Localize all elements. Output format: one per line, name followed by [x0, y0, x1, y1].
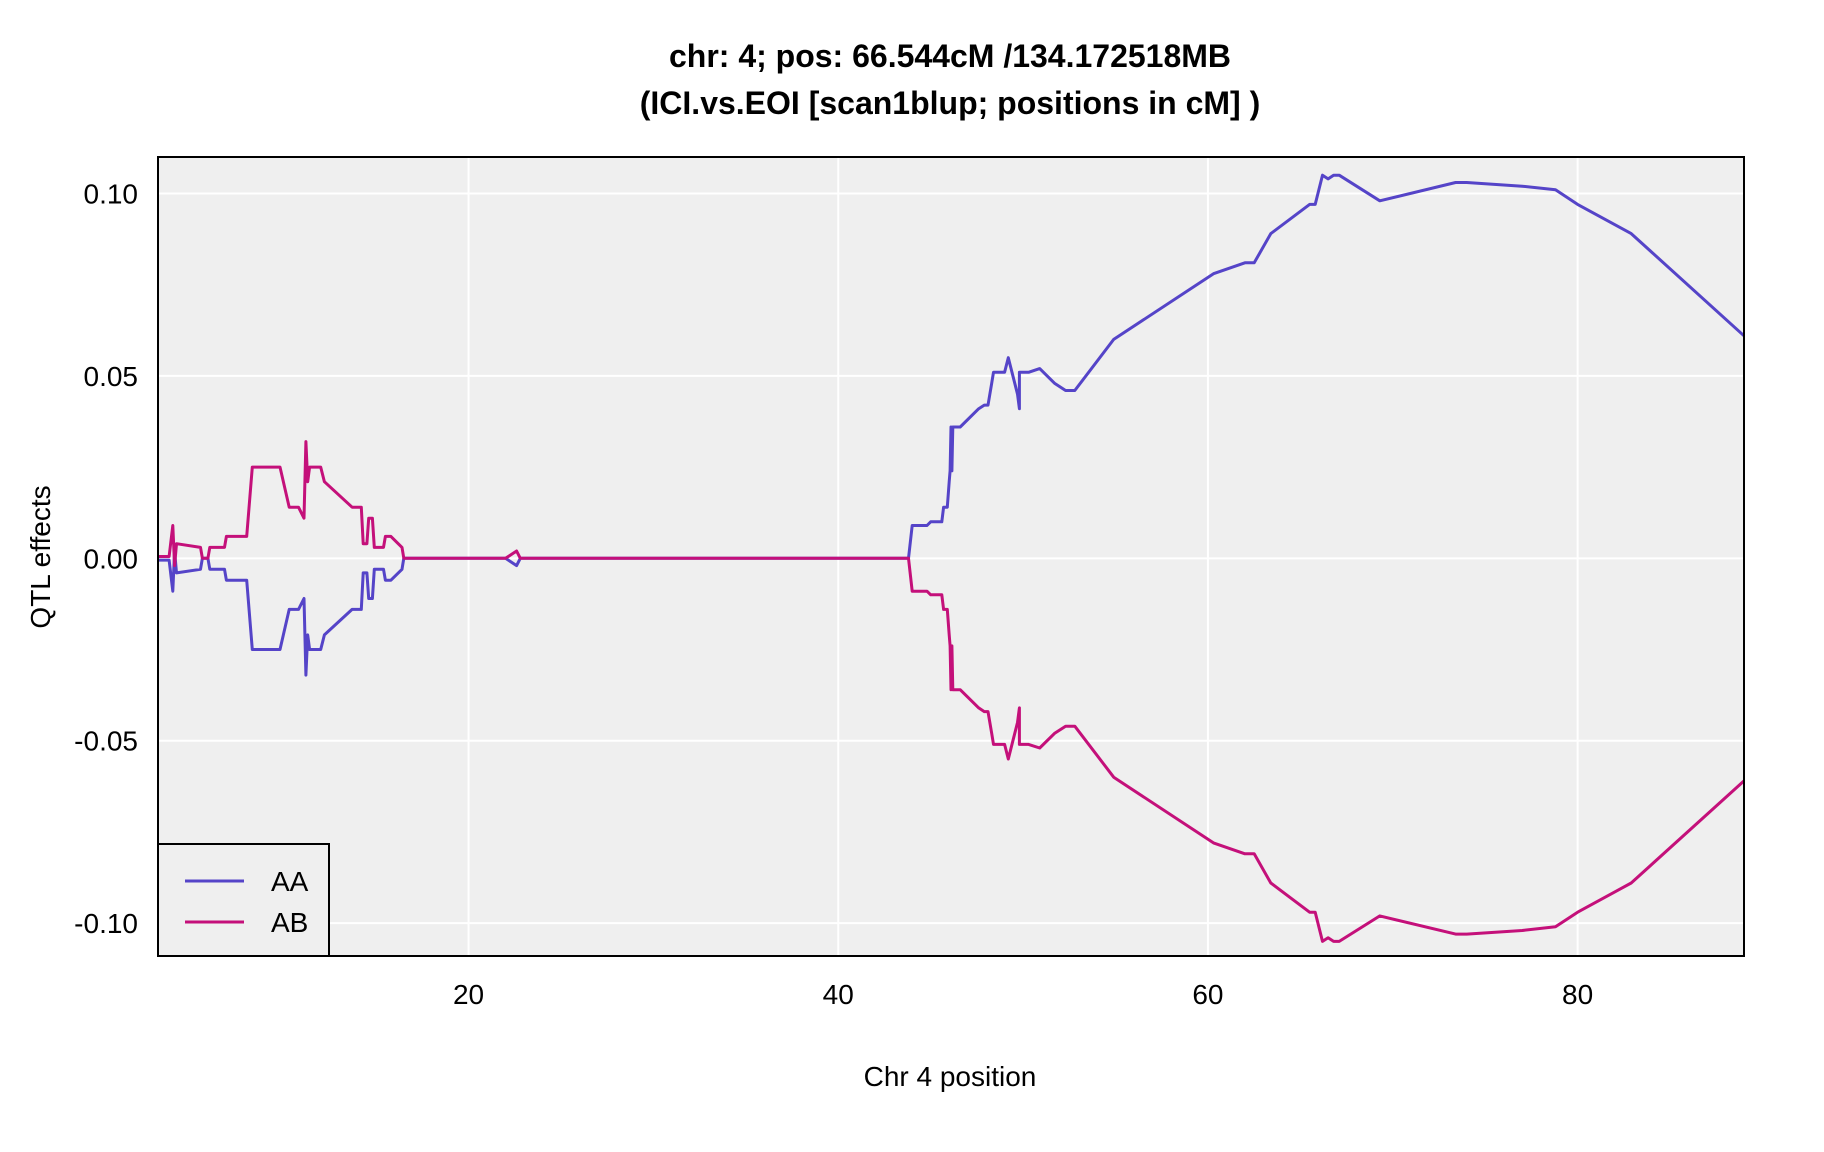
- x-tick-label: 80: [1562, 979, 1593, 1010]
- y-tick-label: 0.10: [84, 178, 139, 209]
- x-tick-label: 40: [823, 979, 854, 1010]
- x-axis-ticks: 20 40 60 80: [453, 979, 1593, 1010]
- x-tick-label: 20: [453, 979, 484, 1010]
- series-line-aa: [158, 173, 1746, 677]
- y-axis-ticks: 0.10 0.05 0.00 -0.05 -0.10: [74, 178, 138, 939]
- chart-title: chr: 4; pos: 66.544cM /134.172518MB: [669, 38, 1231, 74]
- series-layer: [158, 173, 1746, 943]
- x-tick-label: 60: [1192, 979, 1223, 1010]
- y-tick-label: 0.00: [84, 543, 139, 574]
- legend-box: [157, 843, 330, 957]
- x-axis-title: Chr 4 position: [864, 1061, 1037, 1092]
- legend-label-ab: AB: [271, 907, 308, 938]
- series-line-ab: [158, 440, 1746, 943]
- plot-frame: [157, 156, 1745, 957]
- y-tick-label: -0.05: [74, 726, 138, 757]
- chart-subtitle: (ICI.vs.EOI [scan1blup; positions in cM]…: [640, 85, 1261, 121]
- legend-label-aa: AA: [271, 866, 309, 897]
- legend: AA AB: [157, 843, 330, 957]
- y-tick-label: 0.05: [84, 361, 139, 392]
- plot-panel: [158, 157, 1744, 956]
- y-axis-title: QTL effects: [25, 485, 56, 628]
- y-tick-label: -0.10: [74, 908, 138, 939]
